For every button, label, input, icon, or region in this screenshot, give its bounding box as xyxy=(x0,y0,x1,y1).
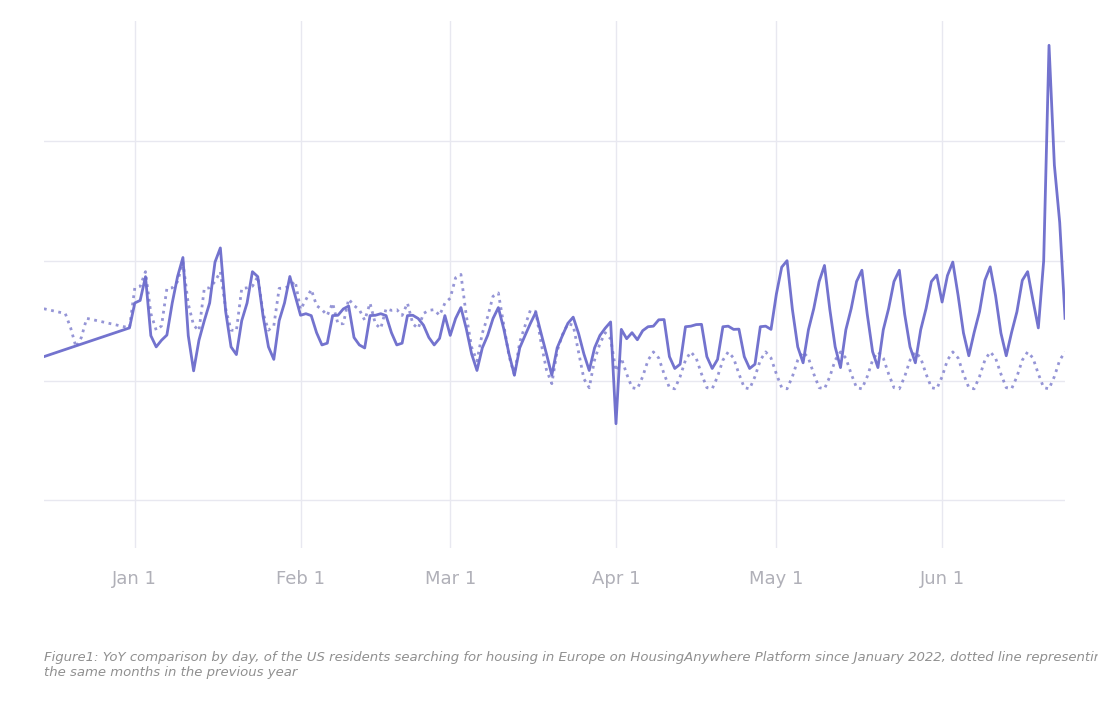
Text: Figure1: YoY comparison by day, of the US residents searching for housing in Eur: Figure1: YoY comparison by day, of the U… xyxy=(44,651,1098,679)
